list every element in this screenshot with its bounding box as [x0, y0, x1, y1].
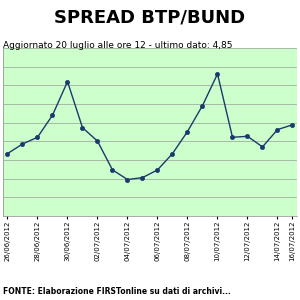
Text: SPREAD BTP/BUND: SPREAD BTP/BUND [54, 9, 246, 27]
Text: Aggiornato 20 luglio alle ore 12 - ultimo dato: 4,85: Aggiornato 20 luglio alle ore 12 - ultim… [3, 40, 232, 50]
Text: FONTE: Elaborazione FIRSTonline su dati di archivi...: FONTE: Elaborazione FIRSTonline su dati … [3, 287, 231, 296]
